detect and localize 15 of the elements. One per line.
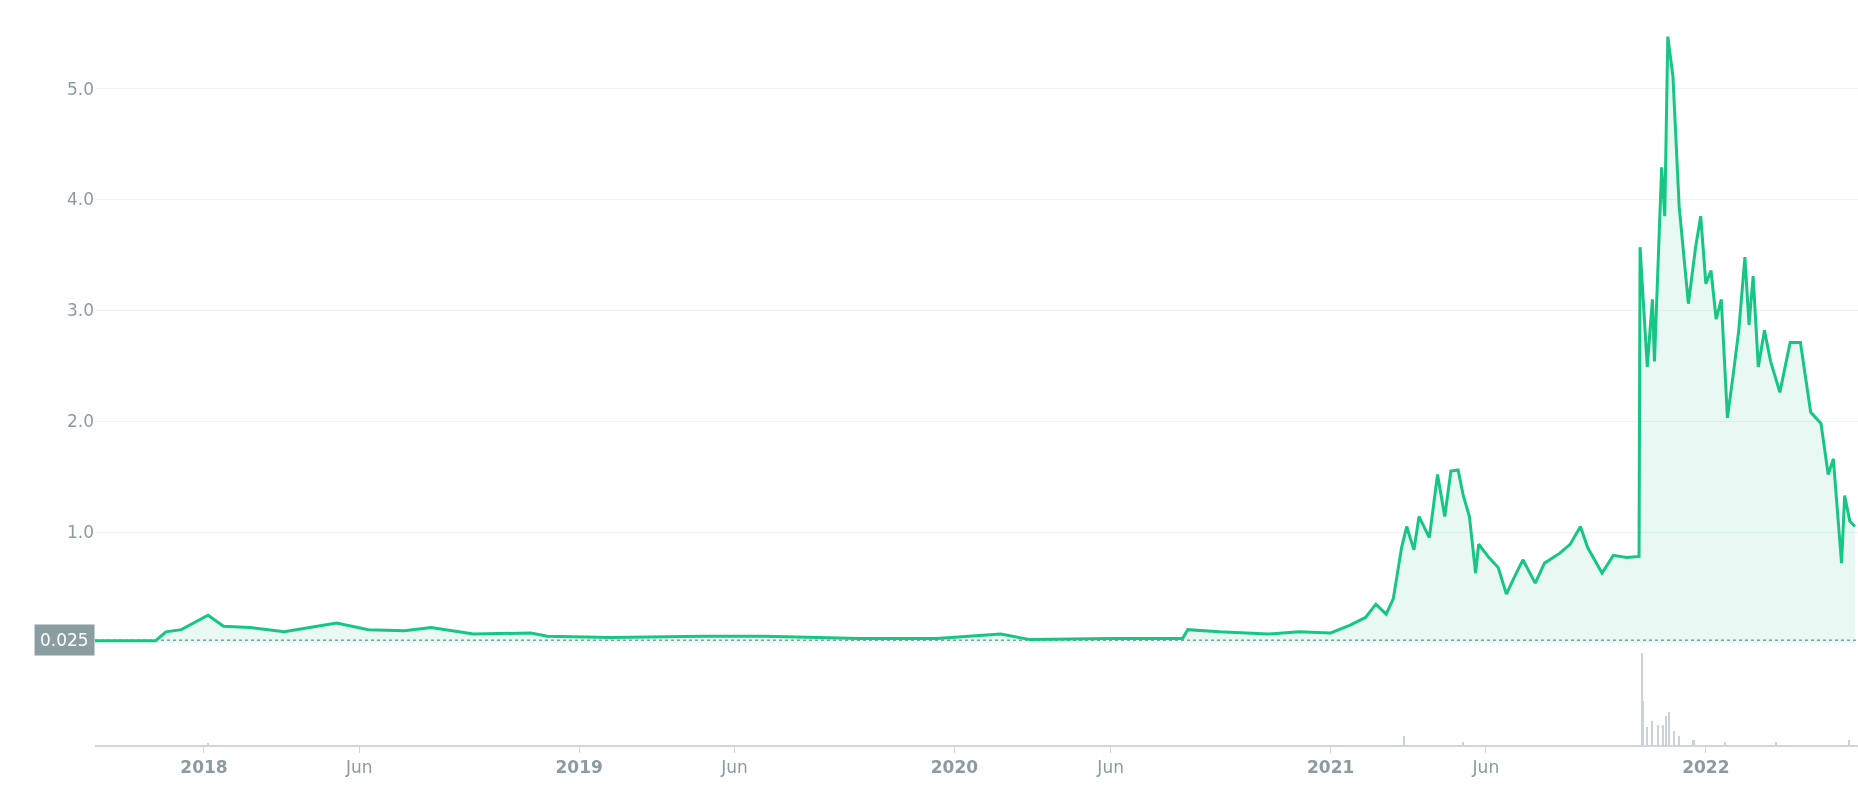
ref-line-label: 0.025 [40,630,89,650]
x-tick-label: 2018 [180,757,228,778]
x-tick-label: Jun [1471,757,1500,778]
x-tick-label: Jun [1096,757,1124,778]
x-tick-label: 2022 [1682,757,1730,778]
y-tick-label: 4.0 [66,189,94,210]
x-tick-label: 2020 [930,757,979,778]
y-tick-label: 2.0 [66,411,94,432]
x-tick-label: 2019 [555,757,603,778]
x-tick-label: 2021 [1306,757,1355,778]
x-tick-label: Jun [344,757,373,778]
y-tick-label: 3.0 [66,300,94,321]
y-tick-label: 5.0 [66,78,94,99]
x-tick-label: Jun [720,757,748,778]
y-tick-label: 1.0 [66,522,94,543]
